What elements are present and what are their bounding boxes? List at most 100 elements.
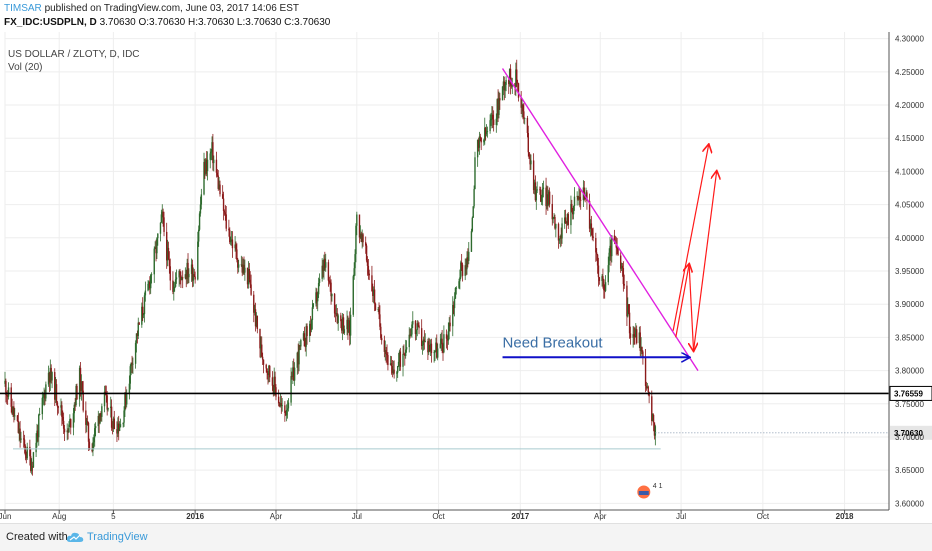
candle-body [560,235,562,239]
candle-body [68,424,70,433]
candle-body [60,405,62,408]
candle-body [10,387,12,407]
candle-body [306,326,308,337]
candle [291,371,293,380]
candle-body [333,293,336,314]
candle-body [78,367,81,400]
candle [632,325,634,348]
candle [38,407,41,416]
candle [174,272,177,288]
y-tick-label: 4.20000 [895,101,924,110]
candle-body [620,265,623,269]
candle [221,185,224,200]
candle [527,125,529,157]
candle-body [366,260,369,266]
candle [223,209,226,216]
author-link[interactable]: TIMSAR [4,3,42,14]
candle-body [520,97,522,108]
y-tick-label: 3.95000 [895,267,924,276]
candle [378,302,380,320]
candle-body [354,254,356,269]
candle [234,236,236,252]
candle-body [459,277,461,282]
y-tick-label: 3.90000 [895,300,924,309]
candle-body [402,353,404,367]
candle-body [261,356,264,360]
candle [261,336,263,358]
candle-body [94,426,97,429]
candle [403,344,405,355]
tradingview-link[interactable]: TradingView [87,531,148,543]
candle-body [193,274,195,277]
candle-body [25,455,28,459]
candle [335,304,338,317]
candle [485,124,488,137]
candle [421,340,424,355]
candle [144,281,147,302]
candle [91,443,93,453]
candle [101,403,103,422]
candle [428,338,431,352]
candle-body [609,245,611,253]
candle-body [331,293,333,297]
candle-body [551,203,553,220]
candle [271,371,274,391]
candle [204,158,206,179]
candle [596,248,598,261]
candle [228,219,230,237]
candle [555,223,557,238]
candle [199,196,202,217]
candle-body [110,406,113,428]
candle [178,269,180,287]
candle-body [57,406,60,408]
candle [172,271,174,295]
candle-body [325,262,327,268]
candle [76,383,78,401]
candle [473,185,475,209]
candle-body [38,414,41,415]
candle-body [7,387,10,397]
candle-body [293,367,296,381]
candle-body [186,262,188,280]
candle [93,434,95,449]
candle [323,254,325,280]
candle-body [250,284,252,295]
candle [468,242,470,265]
candle [268,364,270,383]
candle [297,343,299,374]
candle [436,334,438,359]
flag-stripe [638,491,649,495]
candle [595,232,597,262]
x-tick-label: Oct [432,512,445,521]
candle [484,126,487,141]
ohlc-values: 3.70630 O:3.70630 H:3.70630 L:3.70630 C:… [99,17,331,28]
candle [303,326,306,347]
candle [312,302,314,310]
candle [386,344,388,365]
candle [346,310,348,336]
candle [374,302,377,312]
candle [336,307,338,325]
candle [392,360,394,375]
candle [634,327,636,345]
candle [248,262,251,283]
candle [224,205,227,221]
candle [384,340,386,361]
candle [611,235,613,263]
candle [396,365,399,378]
candle [72,408,75,436]
candle-body [483,139,485,143]
candle [298,341,300,372]
candle-body [358,214,361,238]
candle-body [61,405,63,417]
candle [94,422,97,437]
candle [149,276,151,295]
candle-body [545,187,547,207]
candle-body [219,184,221,195]
candle [273,367,275,397]
y-tick-label: 3.65000 [895,466,924,475]
candle-body [230,239,233,242]
candle-body [221,194,224,199]
candle [411,321,413,338]
